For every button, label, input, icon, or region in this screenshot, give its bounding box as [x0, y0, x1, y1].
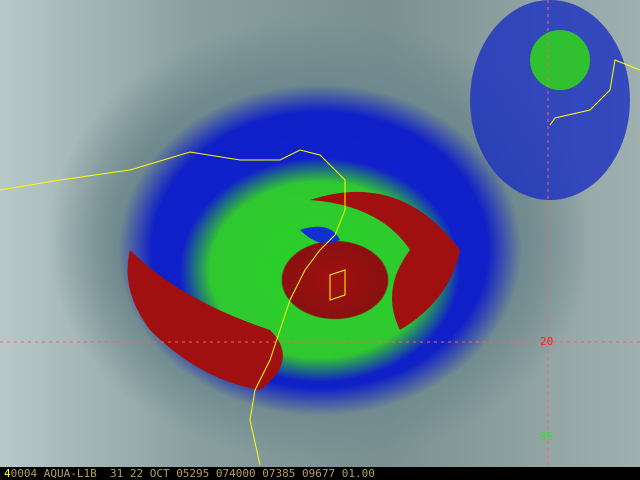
channel-number: 4 — [4, 467, 11, 480]
longitude-label: 85 — [540, 430, 554, 443]
storm-bands — [127, 0, 630, 390]
grid-lines — [0, 0, 640, 465]
latitude-label: 20 — [540, 335, 554, 348]
info-bar: 40004 AQUA-L1B 31 22 OCT 05295 074000 07… — [0, 467, 640, 480]
cloud-band — [470, 0, 630, 200]
info-text: 0004 AQUA-L1B 31 22 OCT 05295 074000 073… — [10, 467, 375, 480]
cold-cloud-band — [127, 250, 283, 390]
coastline — [0, 59, 640, 466]
cloud-band — [530, 30, 590, 90]
eye — [300, 226, 340, 244]
cold-cloud-band — [310, 191, 460, 330]
